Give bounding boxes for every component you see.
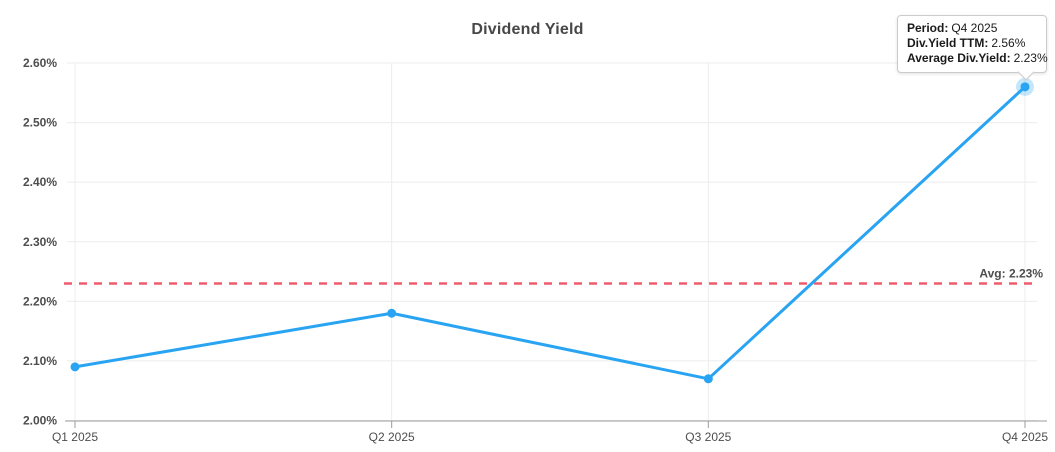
- x-axis-label-q3-2025: Q3 2025: [685, 430, 731, 444]
- x-axis-label-q2-2025: Q2 2025: [369, 430, 415, 444]
- average-line-label: Avg: 2.23%: [979, 266, 1043, 280]
- tooltip-period-value: Q4 2025: [951, 21, 998, 35]
- data-point-q1-2025[interactable]: [70, 362, 80, 372]
- y-axis-label-2-60-: 2.60%: [23, 56, 57, 70]
- data-point-q4-2025[interactable]: [1020, 82, 1030, 92]
- x-axis-label-q1-2025: Q1 2025: [52, 430, 98, 444]
- tooltip-average-label: Average Div.Yield:: [907, 51, 1011, 65]
- tooltip-row-period: Period: Q4 2025: [907, 21, 1037, 36]
- chart-tooltip: Period: Q4 2025 Div.Yield TTM: 2.56% Avera…: [897, 15, 1048, 81]
- y-axis-label-2-40-: 2.40%: [23, 175, 57, 189]
- tooltip-row-average: Average Div.Yield: 2.23%: [907, 51, 1048, 66]
- chart-title: Dividend Yield: [471, 21, 584, 38]
- data-point-q3-2025[interactable]: [703, 374, 713, 384]
- y-axis-label-2-50-: 2.50%: [23, 116, 57, 130]
- series-line-div-yield-ttm: [73, 85, 1027, 381]
- tooltip-average-value: 2.23%: [1013, 51, 1048, 65]
- tooltip-row-yield: Div.Yield TTM: 2.56%: [907, 36, 1037, 51]
- tooltip-yield-value: 2.56%: [991, 36, 1026, 50]
- y-axis-label-2-20-: 2.20%: [23, 294, 57, 308]
- y-axis-label-2-10-: 2.10%: [23, 354, 57, 368]
- tooltip-period-label: Period:: [907, 21, 949, 35]
- y-axis-label-2-00-: 2.00%: [23, 414, 57, 428]
- y-axis-label-2-30-: 2.30%: [23, 235, 57, 249]
- tooltip-yield-label: Div.Yield TTM:: [907, 36, 989, 50]
- data-point-q2-2025[interactable]: [387, 308, 397, 318]
- x-axis-label-q4-2025: Q4 2025: [1002, 430, 1048, 444]
